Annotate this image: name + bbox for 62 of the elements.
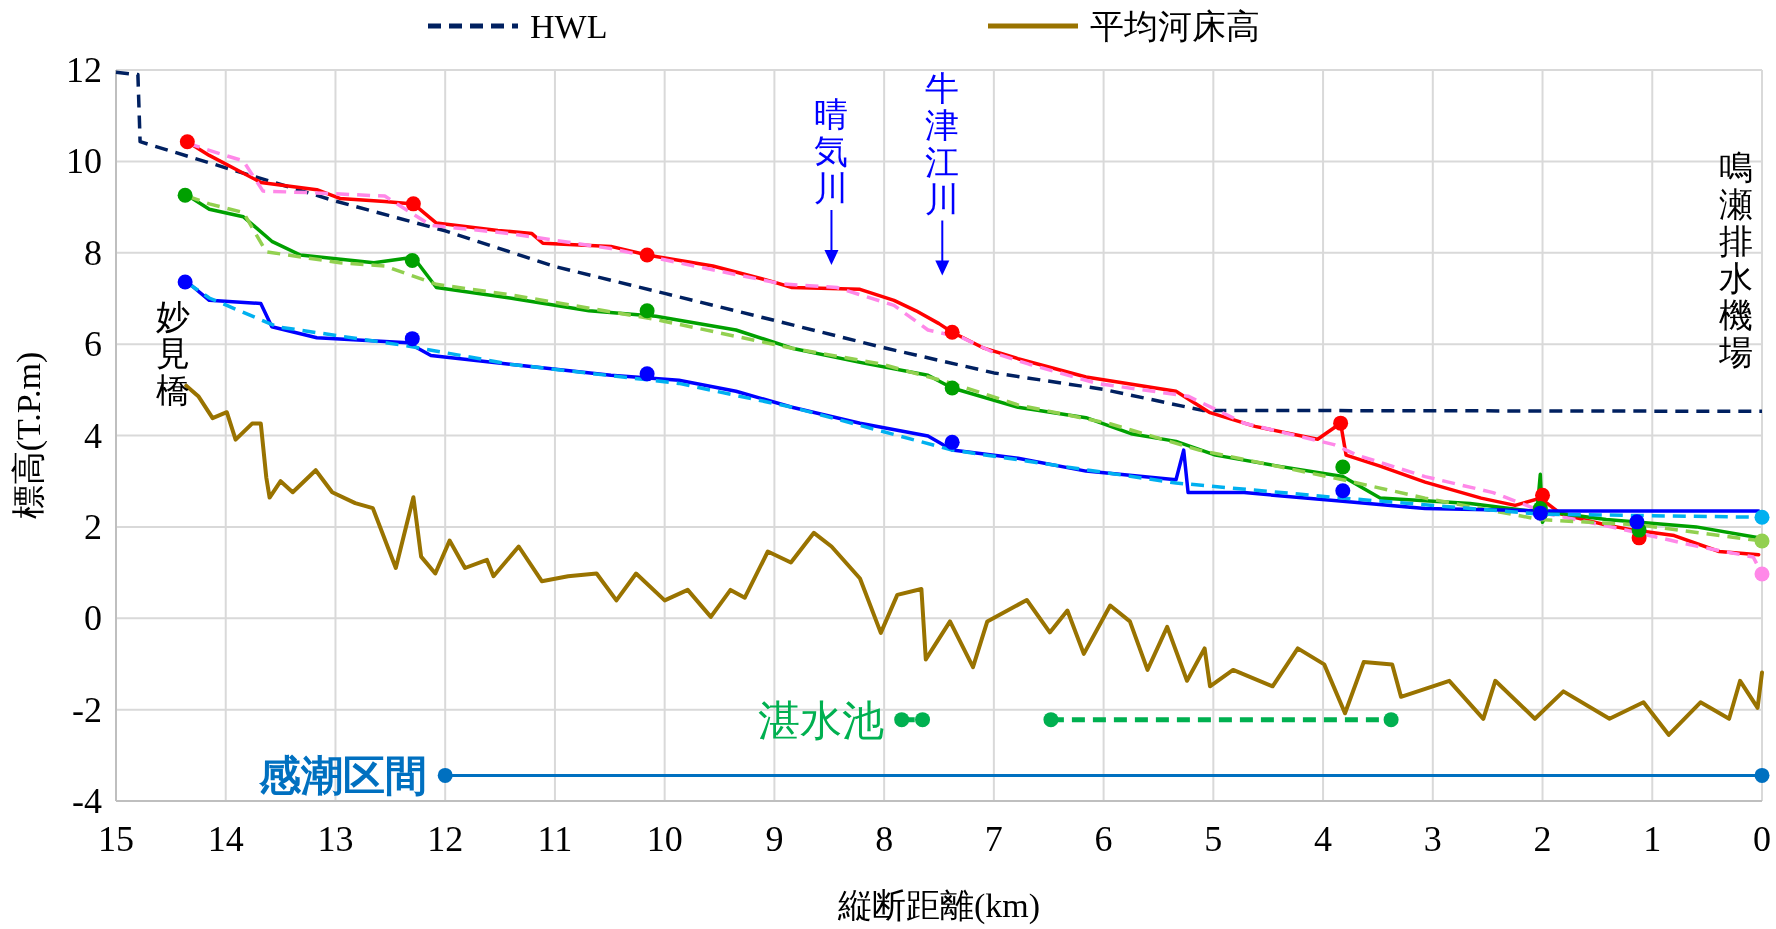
y-tick-label: 10 (66, 141, 102, 182)
point (639, 366, 655, 382)
point (1629, 514, 1645, 530)
y-tick-label: 4 (84, 415, 102, 456)
point (639, 247, 655, 263)
x-tick-label: 3 (1423, 819, 1442, 859)
annotation: 鳴瀬排水機場 (1717, 148, 1753, 372)
y-axis-title: 標高(T.P.m) (10, 351, 48, 520)
point (405, 196, 421, 212)
y-tick-label: -2 (72, 689, 102, 730)
x-tick-label: 5 (1204, 819, 1223, 859)
point (437, 767, 453, 783)
legend-label: HWL (530, 8, 608, 45)
x-tick-label: 14 (207, 819, 244, 859)
legend-label: 平均河床高 (1090, 8, 1260, 45)
point (404, 253, 420, 269)
annotation: 晴気川 (814, 95, 849, 207)
x-tick-label: 8 (875, 819, 894, 859)
x-tick-label: 15 (98, 819, 134, 859)
point (177, 274, 193, 290)
x-tick-label: 12 (427, 819, 464, 859)
point (1043, 712, 1059, 728)
point (915, 712, 931, 728)
x-tick-label: 0 (1753, 819, 1771, 859)
point (1333, 415, 1349, 431)
point (404, 331, 420, 347)
point (1754, 533, 1770, 549)
annotation: 牛津江川 (925, 68, 960, 218)
x-tick-label: 9 (765, 819, 784, 859)
x-tick-label: 11 (537, 819, 573, 859)
point (179, 134, 195, 150)
y-tick-label: 6 (84, 324, 102, 365)
point (177, 187, 193, 203)
y-tick-label: -4 (72, 781, 102, 821)
point (1754, 509, 1770, 525)
point (894, 712, 910, 728)
point (1335, 483, 1351, 499)
point (944, 380, 960, 396)
series-label: 感潮区間 (258, 752, 428, 800)
point (1335, 459, 1351, 475)
point (944, 434, 960, 450)
series-label: 湛水池 (757, 696, 884, 744)
x-tick-label: 1 (1643, 819, 1662, 859)
x-tick-label: 10 (646, 819, 683, 859)
y-tick-label: 2 (84, 506, 102, 547)
y-tick-label: 12 (66, 50, 102, 90)
point (1383, 712, 1399, 728)
x-tick-label: 13 (317, 819, 354, 859)
point (1535, 487, 1551, 503)
point (1754, 566, 1770, 582)
y-tick-label: 0 (84, 598, 102, 639)
x-axis-title: 縦断距離(km) (836, 887, 1041, 925)
x-tick-label: 6 (1094, 819, 1113, 859)
x-tick-label: 4 (1314, 819, 1333, 859)
x-tick-label: 2 (1533, 819, 1552, 859)
y-tick-label: 8 (84, 232, 102, 273)
x-tick-label: 7 (984, 819, 1003, 859)
point (1532, 505, 1548, 521)
point (639, 303, 655, 319)
point (944, 324, 960, 340)
point (1754, 767, 1770, 783)
annotation: 妙見橋 (156, 296, 191, 409)
